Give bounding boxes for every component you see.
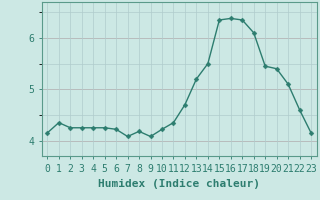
X-axis label: Humidex (Indice chaleur): Humidex (Indice chaleur) [98, 179, 260, 189]
